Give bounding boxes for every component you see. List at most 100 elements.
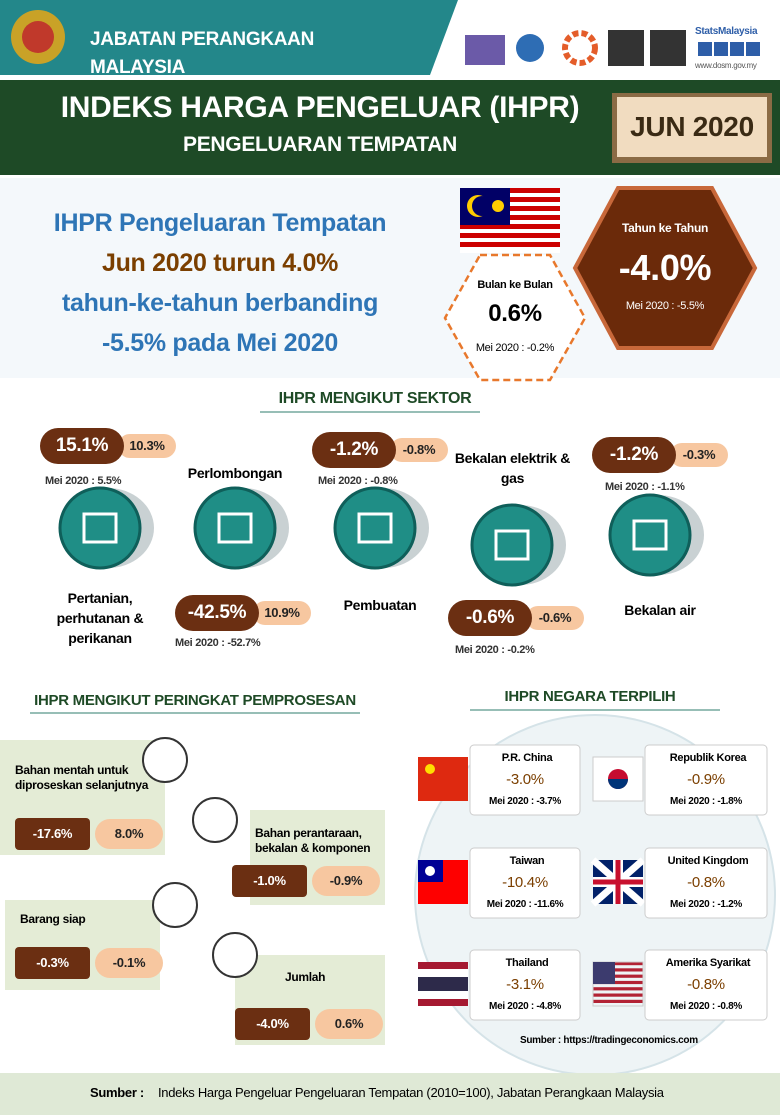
sector-previous: Mei 2020 : -52.7% bbox=[175, 637, 261, 649]
country-previous: Mei 2020 : -1.2% bbox=[670, 899, 742, 910]
banner-title: INDEKS HARGA PENGELUAR (IHPR) bbox=[60, 91, 580, 124]
country-name: Taiwan bbox=[509, 855, 545, 867]
sector-previous: Mei 2020 : -0.2% bbox=[455, 644, 535, 656]
country-card bbox=[644, 949, 768, 1021]
flag-stripe bbox=[593, 993, 643, 997]
summary-line: -5.5% pada Mei 2020 bbox=[101, 329, 339, 357]
stage-yoy: -0.3% bbox=[15, 947, 90, 979]
sector-icon bbox=[333, 486, 417, 570]
sector-name: Pertanian, perhutanan & perikanan bbox=[56, 590, 144, 646]
icon-glyph bbox=[82, 512, 118, 544]
summary-line: tahun-ke-tahun berbanding bbox=[61, 289, 379, 317]
country-previous: Mei 2020 : -4.8% bbox=[489, 1001, 561, 1012]
flag-star bbox=[425, 764, 435, 774]
country-name: Republik Korea bbox=[669, 752, 747, 764]
country-card bbox=[469, 744, 581, 816]
sector-yoy: -0.6% bbox=[448, 600, 532, 636]
icon-glyph bbox=[494, 529, 530, 561]
sector-name: Bekalan elektrik & gas bbox=[454, 450, 571, 486]
stage-yoy: -17.6% bbox=[15, 818, 90, 850]
period: JUN 2020 bbox=[630, 111, 754, 142]
social-handle: StatsMalaysia bbox=[695, 26, 758, 37]
stage-icon bbox=[152, 882, 198, 928]
sector-previous: Mei 2020 : 5.5% bbox=[45, 475, 122, 487]
stage-name: Barang siap bbox=[20, 912, 86, 926]
country-previous: Mei 2020 : -11.6% bbox=[486, 899, 564, 910]
stage-name: Jumlah bbox=[285, 970, 326, 984]
sector-mom: -0.3% bbox=[670, 443, 728, 467]
period-box bbox=[617, 97, 767, 157]
stage-mom: 0.6% bbox=[315, 1009, 383, 1039]
sector-icon bbox=[608, 493, 692, 577]
flag bbox=[418, 757, 468, 801]
flag-stripe bbox=[593, 962, 643, 966]
country-card bbox=[469, 847, 581, 919]
section-title: IHPR MENGIKUT SEKTOR bbox=[278, 390, 472, 407]
country-name: P.R. China bbox=[501, 752, 553, 764]
sector-icon bbox=[193, 486, 277, 570]
flag-disc bbox=[608, 779, 628, 789]
country-yoy: -0.8% bbox=[687, 976, 725, 993]
mom-value: 0.6% bbox=[488, 300, 542, 327]
icon-glyph bbox=[217, 512, 253, 544]
yoy-hexagon bbox=[572, 186, 758, 350]
section-title: IHPR MENGIKUT PERINGKAT PEMPROSESAN bbox=[34, 692, 356, 709]
stage-icon bbox=[192, 797, 238, 843]
sector-previous: Mei 2020 : -0.8% bbox=[318, 475, 398, 487]
country-card bbox=[644, 847, 768, 919]
footer-text: Indeks Harga Pengeluar Pengeluaran Tempa… bbox=[158, 1085, 664, 1100]
crest-shield bbox=[22, 21, 54, 53]
summary-line: Jun 2020 turun 4.0% bbox=[101, 249, 339, 277]
sector-name: Perlombongan bbox=[187, 465, 283, 481]
country-previous: Mei 2020 : -3.7% bbox=[489, 796, 561, 807]
country-previous: Mei 2020 : -1.8% bbox=[670, 796, 742, 807]
stage-yoy: -1.0% bbox=[232, 865, 307, 897]
sector-previous: Mei 2020 : -1.1% bbox=[605, 481, 685, 493]
flag-stripe bbox=[593, 980, 643, 985]
flag-canton bbox=[593, 962, 615, 984]
mom-hexagon bbox=[443, 253, 587, 382]
flag-cross bbox=[593, 860, 643, 904]
flag-stripe bbox=[418, 999, 468, 1006]
flag-stripe bbox=[418, 991, 468, 999]
yoy-label: Tahun ke Tahun bbox=[621, 221, 709, 235]
section-title: IHPR NEGARA TERPILIH bbox=[504, 688, 676, 705]
footer-band bbox=[0, 1073, 780, 1115]
sector-mom: 10.9% bbox=[253, 601, 311, 625]
stage-mom: 8.0% bbox=[95, 819, 163, 849]
country-card bbox=[469, 949, 581, 1021]
country-name: Thailand bbox=[505, 957, 549, 969]
summary-line: IHPR Pengeluaran Tempatan bbox=[53, 209, 387, 237]
country-name: Amerika Syarikat bbox=[665, 957, 751, 969]
stage-name: Bahan mentah untuk diproseskan selanjutn… bbox=[15, 763, 149, 792]
footer-label: Sumber : bbox=[90, 1085, 144, 1100]
sector-mom: -0.6% bbox=[526, 606, 584, 630]
flag-stripe bbox=[593, 974, 643, 978]
stage-icon bbox=[142, 737, 188, 783]
agency-name: JABATAN PERANGKAAN MALAYSIA bbox=[90, 29, 315, 78]
sector-icon bbox=[58, 486, 142, 570]
country-card bbox=[644, 744, 768, 816]
stage-yoy: -4.0% bbox=[235, 1008, 310, 1040]
sector-name: Pembuatan bbox=[343, 597, 417, 613]
yoy-value: -4.0% bbox=[618, 247, 712, 288]
banner-subtitle: PENGELUARAN TEMPATAN bbox=[183, 133, 457, 156]
country-yoy: -3.1% bbox=[506, 976, 544, 993]
website: www.dosm.gov.my bbox=[695, 61, 757, 70]
sector-yoy: -1.2% bbox=[592, 437, 676, 473]
stage-name: Bahan perantaraan, bekalan & komponen bbox=[255, 826, 371, 855]
sector-name: Bekalan air bbox=[624, 602, 696, 618]
flag-stripe bbox=[593, 999, 643, 1003]
icon-glyph bbox=[357, 512, 393, 544]
country-yoy: -0.9% bbox=[687, 771, 725, 788]
sector-yoy: -42.5% bbox=[175, 595, 259, 631]
flag-stripe bbox=[418, 977, 468, 991]
sector-yoy: 15.1% bbox=[40, 428, 124, 464]
malaysia-flag bbox=[460, 188, 560, 253]
sector-mom: 10.3% bbox=[118, 434, 176, 458]
country-previous: Mei 2020 : -0.8% bbox=[670, 1001, 742, 1012]
country-yoy: -0.8% bbox=[687, 874, 725, 891]
country-yoy: -10.4% bbox=[502, 874, 548, 891]
icon-glyph bbox=[632, 519, 668, 551]
